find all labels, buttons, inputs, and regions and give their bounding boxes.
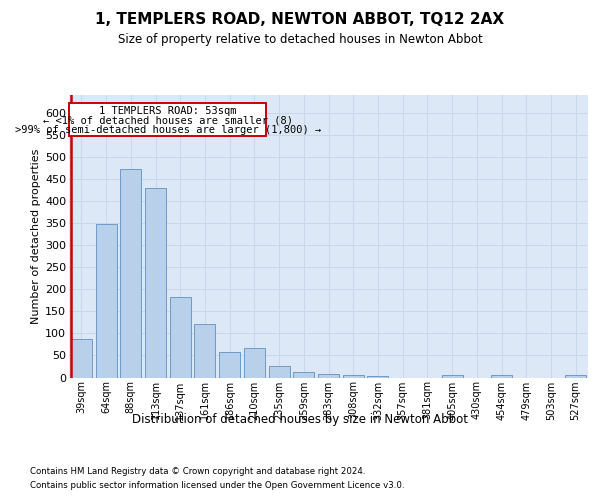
Bar <box>71 338 92 378</box>
Bar <box>244 348 265 378</box>
Bar <box>170 296 191 378</box>
Bar <box>343 376 364 378</box>
Bar <box>565 376 586 378</box>
Bar <box>318 374 339 378</box>
Bar <box>95 224 116 378</box>
Bar <box>293 372 314 378</box>
FancyBboxPatch shape <box>70 102 266 136</box>
Text: Contains HM Land Registry data © Crown copyright and database right 2024.: Contains HM Land Registry data © Crown c… <box>30 468 365 476</box>
Text: 1 TEMPLERS ROAD: 53sqm: 1 TEMPLERS ROAD: 53sqm <box>99 106 236 116</box>
Text: Size of property relative to detached houses in Newton Abbot: Size of property relative to detached ho… <box>118 32 482 46</box>
Bar <box>442 376 463 378</box>
Text: Contains public sector information licensed under the Open Government Licence v3: Contains public sector information licen… <box>30 481 404 490</box>
Text: 1, TEMPLERS ROAD, NEWTON ABBOT, TQ12 2AX: 1, TEMPLERS ROAD, NEWTON ABBOT, TQ12 2AX <box>95 12 505 28</box>
Bar <box>194 324 215 378</box>
Text: >99% of semi-detached houses are larger (1,800) →: >99% of semi-detached houses are larger … <box>15 126 321 136</box>
Text: ← <1% of detached houses are smaller (8): ← <1% of detached houses are smaller (8) <box>43 116 293 126</box>
Bar <box>219 352 240 378</box>
Bar <box>145 188 166 378</box>
Bar <box>120 169 141 378</box>
Y-axis label: Number of detached properties: Number of detached properties <box>31 148 41 324</box>
Bar <box>491 376 512 378</box>
Text: Distribution of detached houses by size in Newton Abbot: Distribution of detached houses by size … <box>132 412 468 426</box>
Bar <box>367 376 388 378</box>
Bar <box>269 366 290 378</box>
